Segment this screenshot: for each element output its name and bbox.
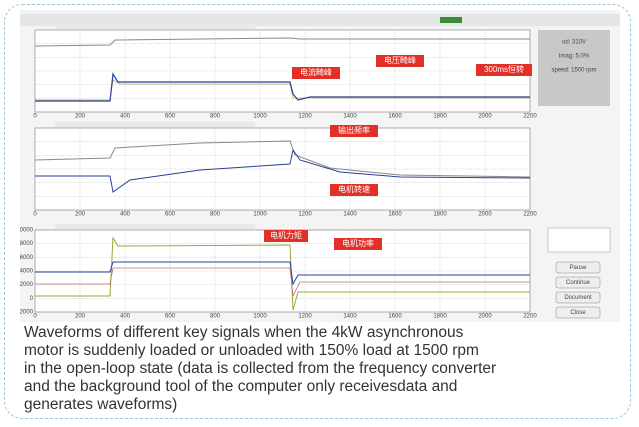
waveform <box>35 267 530 298</box>
annotation: 电机转速 <box>338 184 370 194</box>
x-tick-label: 1600 <box>388 212 402 218</box>
x-tick-label: 1800 <box>433 212 447 218</box>
annotation: 电机功率 <box>342 238 374 248</box>
y-tick-label: 4000 <box>20 269 34 275</box>
info-text: ud: 310V <box>562 40 586 46</box>
x-tick-label: 2200 <box>523 314 537 320</box>
x-tick-label: 800 <box>210 212 221 218</box>
x-tick-label: 200 <box>75 212 86 218</box>
annotation-box <box>264 230 308 242</box>
annotation: 电机力矩 <box>270 230 302 240</box>
x-tick-label: 2200 <box>523 212 537 218</box>
info-text: speed: 1500 rpm <box>551 68 596 74</box>
x-tick-label: 800 <box>210 114 221 120</box>
x-tick-label: 2200 <box>523 114 537 120</box>
toolbar <box>20 14 620 26</box>
x-tick-label: 0 <box>33 314 37 320</box>
x-tick-label: 1800 <box>433 114 447 120</box>
annotation-box <box>292 67 340 79</box>
annotation: 电流畸峰 <box>300 67 332 77</box>
button-label: Close <box>570 310 586 316</box>
waveform <box>35 236 530 311</box>
x-tick-label: 1400 <box>343 114 357 120</box>
status-indicator <box>440 17 462 23</box>
y-tick-label: 2000 <box>20 282 34 288</box>
caption-line: motor is suddenly loaded or unloaded wit… <box>24 342 479 359</box>
button-label: Pause <box>569 265 587 271</box>
x-tick-label: 1000 <box>253 212 267 218</box>
caption-line: generates waveforms) <box>24 396 178 413</box>
y-tick-label: 0 <box>30 296 34 302</box>
button[interactable] <box>555 261 601 274</box>
x-tick-label: 1200 <box>298 212 312 218</box>
x-tick-label: 600 <box>165 314 176 320</box>
caption-line: in the open-loop state (data is collecte… <box>24 360 497 377</box>
x-tick-label: 200 <box>75 114 86 120</box>
button-label: Continue <box>566 280 591 286</box>
button-label: Document <box>564 295 592 301</box>
x-tick-label: 1200 <box>298 114 312 120</box>
x-tick-label: 2000 <box>478 314 492 320</box>
x-tick-label: 1200 <box>298 314 312 320</box>
x-tick-label: 600 <box>165 114 176 120</box>
waveform <box>34 37 530 47</box>
waveform <box>35 148 531 193</box>
x-tick-label: 1600 <box>388 114 402 120</box>
x-tick-label: 0 <box>33 212 37 218</box>
x-tick-label: 400 <box>120 212 131 218</box>
info-panel <box>538 30 610 106</box>
y-tick-label: 8000 <box>20 241 34 247</box>
button[interactable] <box>555 306 601 319</box>
info-text: Imag: 5.0% <box>559 54 590 60</box>
annotation: 电压畸峰 <box>384 55 416 65</box>
annotation: 300ms恒转 <box>484 64 524 74</box>
settings-box <box>547 227 611 253</box>
waveform <box>35 72 530 102</box>
legend-bar <box>55 122 255 127</box>
x-tick-label: 2000 <box>478 212 492 218</box>
annotation-box <box>376 55 424 67</box>
annotation-box <box>330 125 378 137</box>
x-tick-label: 800 <box>210 314 221 320</box>
button[interactable] <box>555 276 601 289</box>
legend-bar <box>55 224 255 229</box>
x-tick-label: 1800 <box>433 314 447 320</box>
y-tick-label: 10000 <box>20 228 34 234</box>
x-tick-label: 1000 <box>253 314 267 320</box>
caption-line: and the background tool of the computer … <box>24 378 458 395</box>
frame <box>4 4 631 419</box>
screenshot: 0 200 400 600 800 1000 1200 1400 1600 1800 2000 220… <box>20 10 620 322</box>
y-tick-label: -2000 <box>20 310 34 316</box>
x-tick-label: 400 <box>120 114 131 120</box>
plots: 0 200 400 600 800 1000 1200 1400 1600 1800 2000 220… <box>20 24 537 320</box>
waveform <box>34 140 531 178</box>
x-tick-label: 200 <box>75 314 86 320</box>
x-tick-label: 1600 <box>388 314 402 320</box>
legend-bar <box>55 24 255 29</box>
x-tick-label: 0 <box>33 114 37 120</box>
annotation-box <box>334 238 382 250</box>
x-tick-label: 2000 <box>478 114 492 120</box>
annotation-box <box>476 64 532 76</box>
x-tick-label: 1400 <box>343 314 357 320</box>
x-tick-label: 1400 <box>343 212 357 218</box>
annotation: 输出频率 <box>338 125 370 135</box>
x-tick-label: 400 <box>120 314 131 320</box>
annotation-box <box>330 184 378 196</box>
x-tick-label: 600 <box>165 212 176 218</box>
caption: Waveforms of different key signals when … <box>24 324 624 414</box>
caption-line: Waveforms of different key signals when … <box>24 324 464 341</box>
button[interactable] <box>555 291 601 304</box>
y-tick-label: 6000 <box>20 255 34 261</box>
waveform <box>35 261 530 286</box>
x-tick-label: 1000 <box>253 114 267 120</box>
